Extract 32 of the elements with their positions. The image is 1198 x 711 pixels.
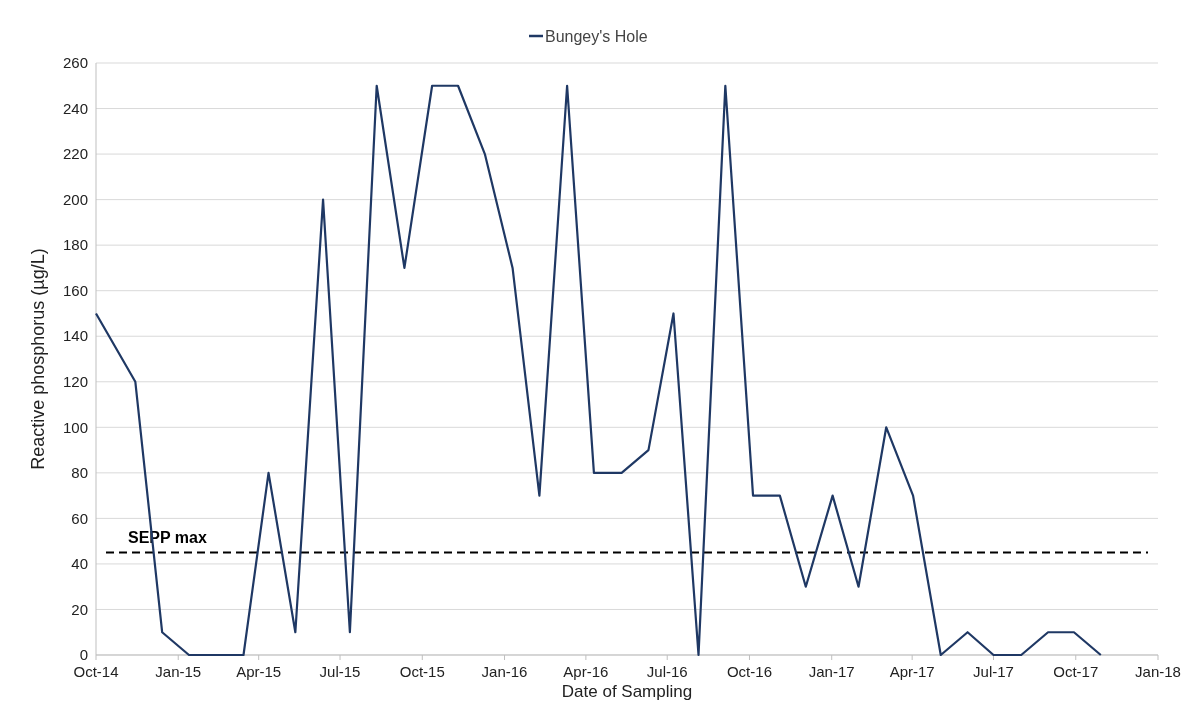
x-tick-label: Jan-15: [155, 663, 202, 680]
y-tick-label: 100: [62, 418, 88, 436]
y-tick-label: 180: [62, 236, 88, 254]
x-tick-label: Oct-17: [1053, 663, 1099, 680]
x-tick-label: Jul-17: [973, 663, 1014, 680]
y-tick-label: 80: [71, 464, 88, 482]
x-tick-label: Oct-15: [399, 663, 445, 680]
y-tick-label: 240: [62, 99, 88, 117]
legend-label: Bungey's Hole: [545, 27, 648, 45]
x-tick-label: Jan-18: [1135, 663, 1181, 680]
x-tick-label: Apr-17: [889, 663, 935, 680]
x-tick-label: Jul-16: [646, 663, 688, 680]
y-tick-label: 160: [62, 281, 88, 299]
x-tick-label: Apr-15: [236, 663, 282, 680]
x-tick-label: Oct-16: [726, 663, 772, 680]
y-tick-label: 200: [62, 190, 88, 208]
x-tick-label: Jan-16: [481, 663, 528, 680]
y-tick-label: 0: [79, 646, 88, 664]
x-tick-label: Jul-15: [319, 663, 361, 680]
y-tick-label: 60: [71, 509, 88, 527]
x-tick-label: Apr-16: [563, 663, 609, 680]
y-tick-label: 220: [62, 145, 88, 163]
y-tick-label: 260: [62, 54, 88, 72]
line-series: [94, 84, 1102, 657]
y-tick-label: 20: [71, 600, 88, 618]
x-tick-label: Jan-17: [808, 663, 855, 680]
y-tick-label: 120: [62, 373, 88, 391]
y-tick-label: 140: [62, 327, 88, 345]
x-tick-label: Oct-14: [73, 663, 119, 680]
y-tick-label: 40: [71, 555, 88, 573]
x-axis-title: Date of Sampling: [561, 682, 693, 701]
y-axis-title: Reactive phosphorus (µg/L): [28, 248, 48, 470]
